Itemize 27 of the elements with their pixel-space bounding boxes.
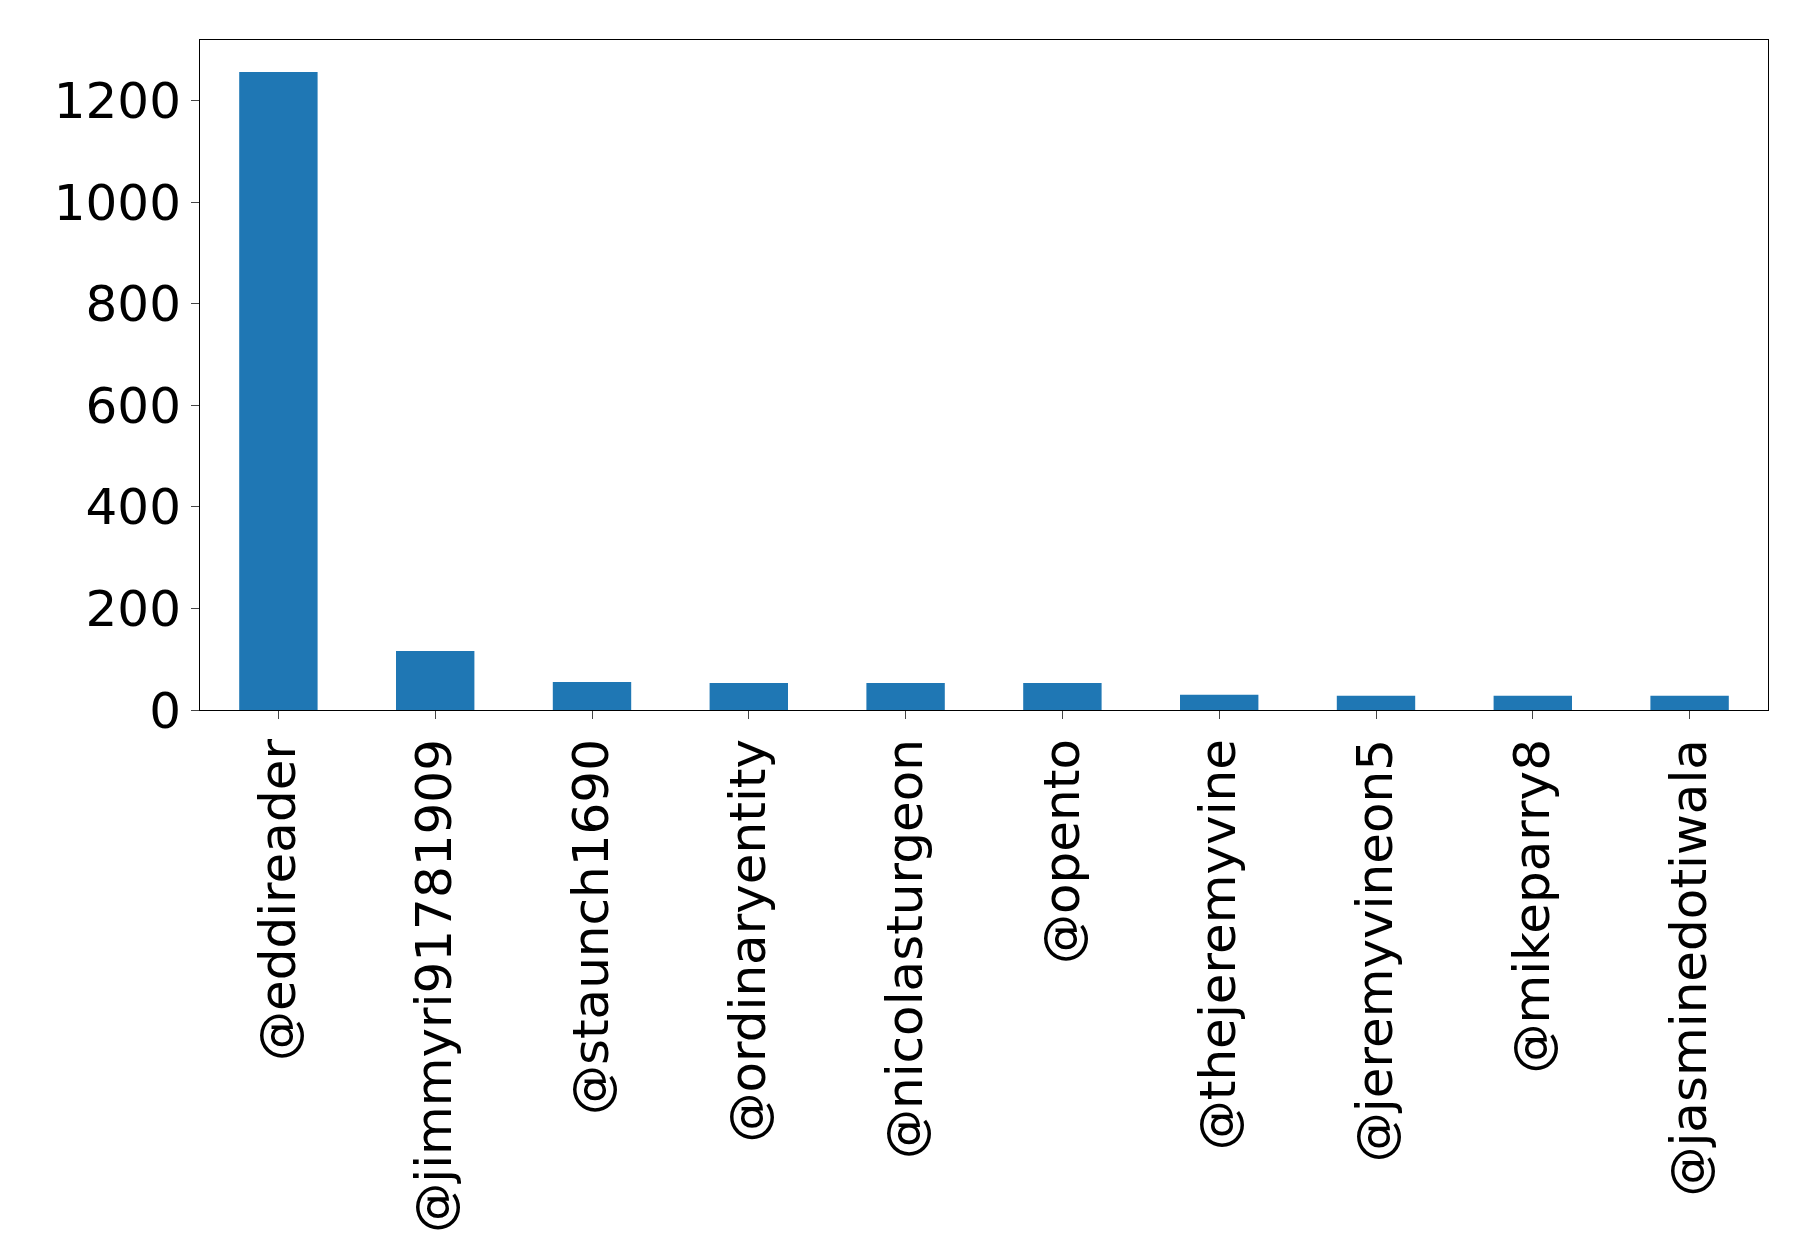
x-tick-label: @nicolasturgeon [875, 739, 934, 1159]
bar [866, 683, 945, 710]
y-tick-label: 400 [85, 478, 181, 537]
y-tick-label: 200 [85, 579, 181, 638]
x-tick-label: @jasminedotiwala [1659, 739, 1718, 1197]
y-tick-label: 800 [85, 275, 181, 334]
bar [396, 651, 475, 710]
bar [1023, 683, 1102, 710]
x-tick-label: @jimmyri91781909 [405, 739, 464, 1233]
y-tick-label: 1000 [53, 173, 181, 232]
bar [1180, 694, 1259, 710]
y-tick-label: 600 [85, 376, 181, 435]
x-tick-label: @opento [1032, 739, 1091, 964]
x-tick-label: @staunch1690 [562, 739, 621, 1116]
bar [709, 683, 788, 710]
bar [1650, 695, 1729, 710]
x-tick-label: @jeremyvineon5 [1346, 739, 1405, 1163]
x-tick-label: @ordinaryentity [719, 739, 778, 1143]
x-tick-label: @thejeremyvine [1189, 739, 1248, 1151]
bar [239, 71, 318, 710]
bar [1336, 695, 1416, 710]
bar [1493, 695, 1572, 710]
x-tick-label: @eddireader [248, 738, 307, 1062]
y-tick-label: 1200 [53, 72, 181, 131]
y-tick-label: 0 [149, 681, 181, 740]
bar [552, 682, 632, 710]
x-tick-label: @mikeparry8 [1503, 739, 1562, 1074]
